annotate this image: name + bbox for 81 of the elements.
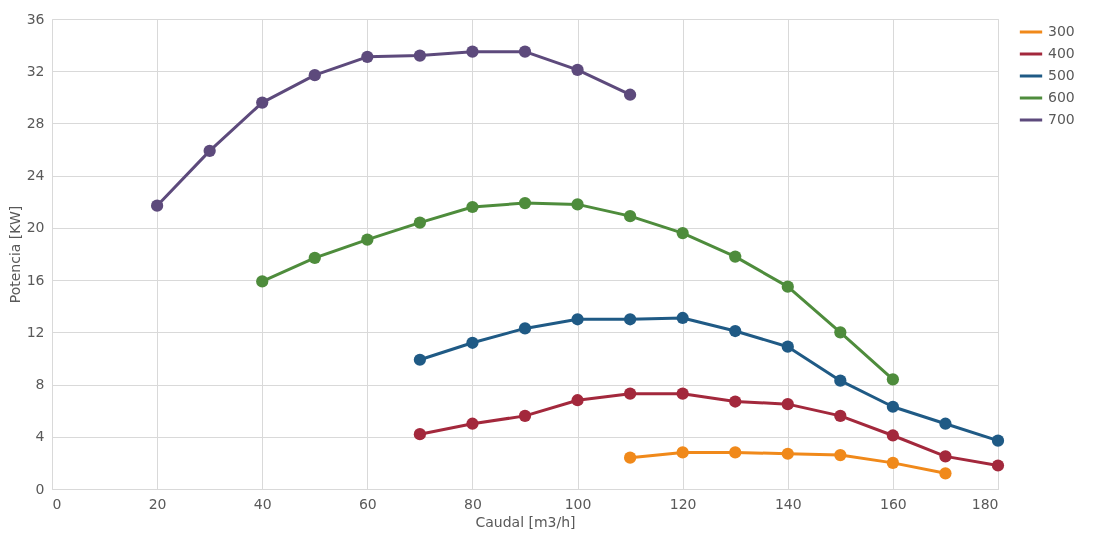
point bbox=[518, 196, 532, 210]
point bbox=[623, 313, 637, 326]
point bbox=[413, 353, 427, 366]
y-tick-label: 28 bbox=[26, 114, 45, 131]
point bbox=[150, 199, 164, 212]
point bbox=[939, 467, 952, 480]
legend-label: 600 bbox=[1048, 89, 1075, 105]
y-tick-label: 8 bbox=[35, 376, 45, 393]
point bbox=[361, 50, 374, 63]
point bbox=[834, 409, 847, 422]
y-tick-label: 16 bbox=[26, 271, 45, 288]
point bbox=[413, 216, 427, 229]
point bbox=[886, 429, 900, 442]
x-tick-label: 60 bbox=[358, 495, 377, 512]
point bbox=[886, 400, 900, 413]
y-tick-label: 4 bbox=[35, 428, 45, 445]
y-tick-label: 12 bbox=[26, 323, 45, 340]
point bbox=[886, 456, 900, 469]
point bbox=[676, 227, 689, 240]
point bbox=[571, 394, 584, 407]
y-tick-label: 32 bbox=[26, 62, 45, 79]
point bbox=[256, 96, 269, 109]
point bbox=[781, 280, 794, 293]
point bbox=[729, 324, 742, 338]
y-tick-label: 20 bbox=[26, 219, 45, 236]
point bbox=[781, 398, 794, 411]
point bbox=[256, 275, 269, 288]
x-tick-label: 120 bbox=[669, 495, 697, 512]
point bbox=[729, 446, 742, 459]
point bbox=[886, 373, 900, 386]
point bbox=[518, 409, 532, 422]
legend-label: 300 bbox=[1048, 23, 1075, 39]
legend-label: 400 bbox=[1048, 45, 1075, 61]
legend-label: 500 bbox=[1048, 67, 1075, 83]
point bbox=[518, 45, 532, 58]
point bbox=[676, 311, 689, 325]
point bbox=[571, 63, 584, 77]
y-tick-label: 24 bbox=[26, 167, 45, 184]
point bbox=[939, 417, 952, 430]
point bbox=[781, 340, 794, 353]
point bbox=[781, 447, 794, 460]
point bbox=[308, 251, 321, 265]
x-axis-title: Caudal [m3/h] bbox=[475, 513, 576, 530]
point bbox=[729, 395, 742, 408]
x-tick-label: 100 bbox=[564, 495, 592, 512]
point bbox=[361, 233, 374, 246]
point bbox=[308, 69, 321, 82]
point bbox=[991, 434, 1005, 447]
y-tick-label: 0 bbox=[35, 480, 45, 497]
point bbox=[623, 387, 637, 400]
point bbox=[466, 200, 479, 214]
point bbox=[676, 446, 689, 459]
x-tick-label: 180 bbox=[971, 495, 999, 512]
point bbox=[676, 387, 689, 400]
point bbox=[571, 198, 584, 211]
point bbox=[571, 313, 584, 326]
point bbox=[466, 45, 479, 58]
x-tick-label: 20 bbox=[148, 495, 167, 512]
y-tick-label: 36 bbox=[26, 10, 45, 27]
point bbox=[518, 322, 532, 335]
point bbox=[991, 459, 1005, 472]
point bbox=[466, 336, 479, 349]
x-tick-label: 0 bbox=[52, 495, 62, 512]
point bbox=[203, 144, 216, 157]
x-tick-label: 160 bbox=[880, 495, 907, 512]
x-tick-label: 40 bbox=[253, 495, 272, 512]
legend-label: 700 bbox=[1048, 111, 1075, 127]
point bbox=[834, 374, 847, 387]
point bbox=[623, 88, 637, 101]
x-tick-label: 140 bbox=[774, 495, 802, 512]
x-tick-label: 80 bbox=[464, 495, 482, 512]
point bbox=[623, 210, 637, 223]
point bbox=[834, 326, 847, 339]
point bbox=[729, 250, 742, 263]
point bbox=[834, 448, 847, 462]
point bbox=[413, 49, 427, 62]
point bbox=[623, 451, 637, 464]
y-axis-title: Potencia [KW] bbox=[6, 205, 23, 304]
point bbox=[466, 417, 479, 430]
point bbox=[413, 428, 427, 441]
point bbox=[939, 450, 952, 463]
